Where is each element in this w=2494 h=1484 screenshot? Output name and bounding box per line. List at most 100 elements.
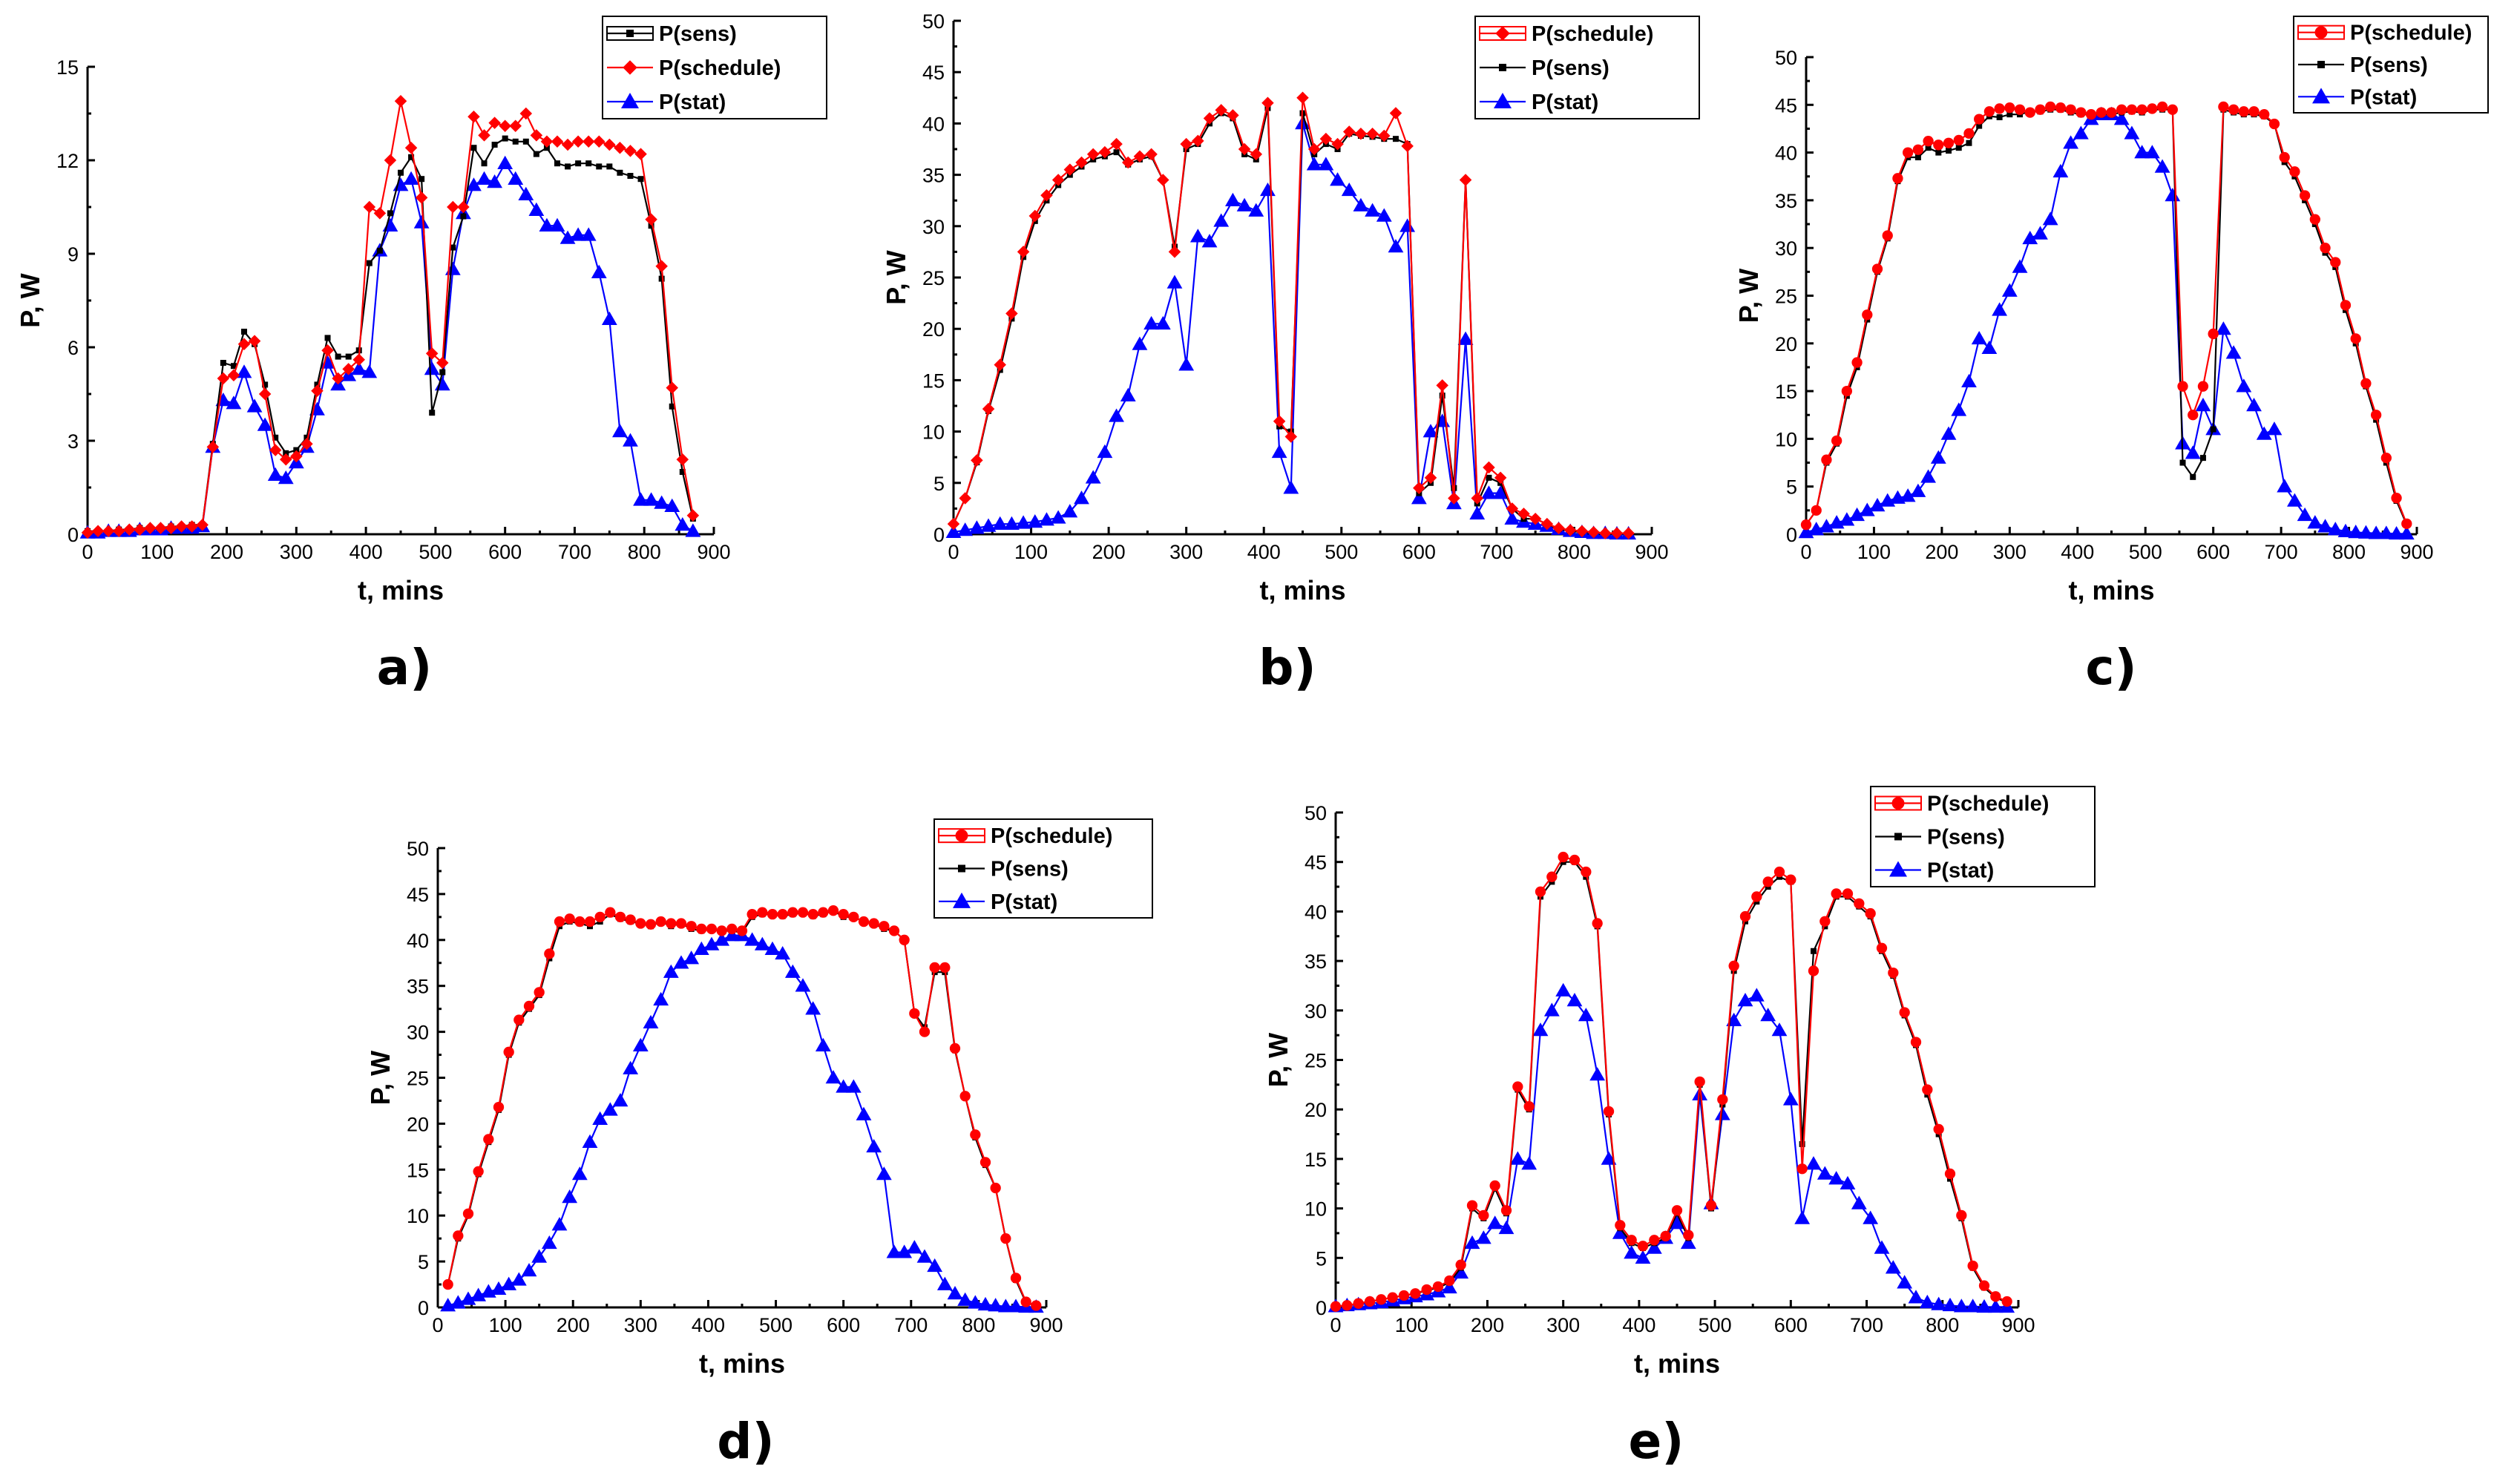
- data-point-schedule: [2309, 214, 2320, 225]
- data-point-sens: [366, 260, 373, 266]
- data-point-schedule: [1413, 482, 1425, 494]
- data-point-schedule: [1563, 524, 1577, 536]
- data-point-schedule: [947, 517, 960, 531]
- data-point-stat: [1566, 993, 1583, 1007]
- data-point-stat: [1260, 182, 1276, 197]
- data-point-sens: [419, 176, 425, 183]
- data-point-schedule: [1478, 1209, 1489, 1221]
- data-point-schedule: [807, 908, 818, 920]
- data-point-stat: [1120, 387, 1136, 401]
- data-point-schedule: [2340, 300, 2352, 311]
- data-point-sens: [429, 410, 436, 416]
- data-point-schedule: [1637, 1241, 1649, 1252]
- legend-label-stat: P(stat): [1927, 859, 1994, 883]
- data-point-stat: [1318, 157, 1334, 171]
- data-point-sens: [1946, 148, 1952, 154]
- data-point-stat: [2073, 125, 2089, 139]
- data-point-stat: [278, 470, 294, 485]
- data-point-stat: [1976, 1298, 1992, 1313]
- data-point-schedule: [447, 200, 459, 214]
- data-point-sens: [512, 138, 519, 145]
- data-point-stat: [2113, 111, 2130, 125]
- data-point-stat: [1074, 490, 1089, 505]
- x-tick-label: 700: [558, 541, 591, 563]
- y-tick-label: 0: [933, 524, 945, 546]
- data-point-stat: [444, 261, 461, 275]
- legend-label-schedule: P(schedule): [2350, 22, 2472, 45]
- data-point-schedule: [123, 523, 136, 536]
- series-schedule: [442, 905, 1042, 1311]
- data-point-stat: [1543, 1002, 1560, 1017]
- data-point-stat: [997, 1298, 1014, 1313]
- data-point-schedule: [1455, 1259, 1466, 1270]
- data-point-stat: [947, 1286, 963, 1300]
- data-point-stat: [967, 1295, 983, 1309]
- x-tick-label: 0: [1800, 541, 1811, 563]
- data-point-stat: [1601, 1151, 1617, 1165]
- data-point-stat: [1897, 1275, 1913, 1289]
- x-tick-label: 900: [1635, 541, 1668, 563]
- data-point-stat: [2337, 523, 2354, 537]
- y-tick-label: 20: [922, 318, 945, 341]
- y-tick-label: 20: [1305, 1099, 1327, 1121]
- data-point-stat: [754, 936, 770, 951]
- x-axis-title: t, mins: [699, 1348, 785, 1379]
- data-point-sens: [220, 360, 226, 366]
- x-tick-label: 300: [624, 1314, 657, 1336]
- data-point-sens: [2210, 426, 2216, 433]
- data-point-schedule: [1284, 430, 1298, 443]
- data-point-stat: [643, 492, 659, 506]
- data-point-schedule: [1728, 960, 1739, 971]
- y-tick-label: 9: [68, 243, 79, 266]
- series-line-stat: [1335, 989, 2007, 1308]
- data-point-stat: [1828, 1171, 1845, 1185]
- data-point-schedule: [726, 923, 738, 935]
- data-point-schedule: [797, 907, 809, 918]
- data-point-stat: [663, 964, 679, 978]
- data-point-stat: [683, 951, 700, 965]
- data-point-stat: [1680, 1235, 1696, 1250]
- data-point-schedule: [919, 1026, 931, 1037]
- data-point-schedule: [584, 916, 596, 928]
- data-point-stat: [1859, 502, 1875, 516]
- data-point-schedule: [91, 525, 105, 538]
- data-point-schedule: [2177, 381, 2188, 392]
- data-point-sens: [585, 160, 592, 167]
- data-point-schedule: [1923, 136, 1934, 147]
- data-point-schedule: [1990, 1291, 2001, 1302]
- data-point-stat: [936, 1276, 953, 1290]
- data-point-schedule: [290, 450, 303, 463]
- legend-marker-stat: [1889, 861, 1907, 877]
- data-point-stat: [764, 941, 781, 955]
- data-point-stat: [541, 1235, 557, 1250]
- x-tick-label: 500: [759, 1314, 792, 1336]
- data-point-stat: [1213, 213, 1230, 227]
- data-point-schedule: [2075, 107, 2087, 118]
- x-tick-label: 500: [1325, 541, 1358, 563]
- x-tick-label: 900: [697, 541, 730, 563]
- data-point-stat: [351, 361, 367, 375]
- data-point-schedule: [503, 1046, 514, 1057]
- data-point-schedule: [1342, 125, 1356, 138]
- data-point-schedule: [1808, 965, 1819, 976]
- data-point-schedule: [186, 520, 198, 533]
- data-point-schedule: [352, 353, 365, 367]
- data-point-schedule: [165, 522, 177, 534]
- data-point-stat: [2124, 125, 2140, 139]
- y-tick-label: 0: [1786, 524, 1797, 546]
- data-point-stat: [856, 1106, 872, 1120]
- data-point-stat: [1940, 426, 1957, 440]
- data-point-stat: [501, 1276, 517, 1290]
- data-point-stat: [528, 202, 545, 216]
- data-point-schedule: [1354, 127, 1368, 140]
- data-point-schedule: [321, 344, 334, 357]
- data-point-schedule: [1028, 209, 1042, 223]
- data-point-schedule: [2391, 492, 2402, 504]
- data-point-stat: [2348, 525, 2364, 539]
- data-point-stat: [1509, 1151, 1526, 1165]
- data-point-schedule: [1983, 106, 1995, 117]
- data-point-schedule: [544, 948, 555, 959]
- x-tick-label: 500: [2129, 541, 2162, 563]
- x-tick-label: 300: [280, 541, 313, 563]
- data-point-stat: [1885, 1260, 1901, 1274]
